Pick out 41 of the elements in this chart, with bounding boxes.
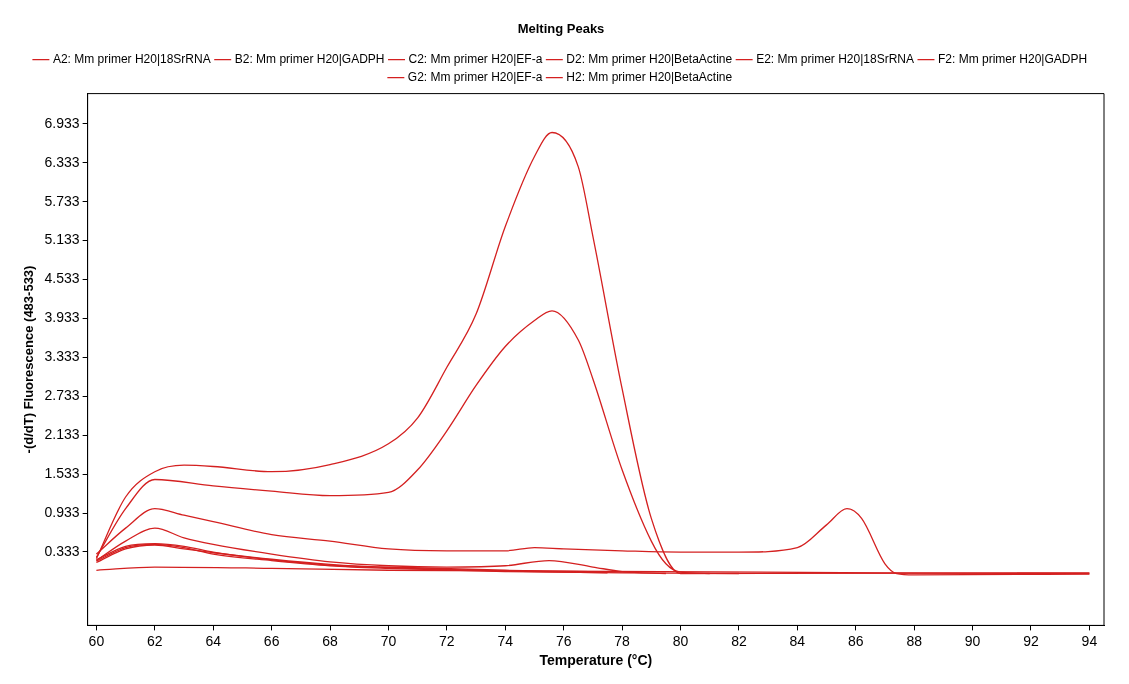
y-tick-label: 5.733 [44, 192, 80, 209]
legend-label: H2: Mm primer H20|BetaActine [566, 69, 733, 84]
x-tick-label: 86 [847, 632, 864, 649]
x-tick-label: 70 [380, 632, 397, 649]
x-axis-title: Temperature (°C) [539, 652, 653, 669]
y-tick-label: 2.733 [44, 387, 80, 404]
x-tick-label: 66 [263, 632, 280, 649]
x-tick-label: 64 [205, 632, 222, 649]
y-tick-label: 4.533 [44, 270, 80, 287]
x-tick-label: 92 [1023, 632, 1039, 649]
legend-label: A2: Mm primer H20|18SrRNA [52, 51, 211, 66]
x-tick-label: 94 [1081, 632, 1098, 649]
chart-title: Melting Peaks [517, 21, 605, 37]
x-tick-label: 88 [906, 632, 923, 649]
x-tick-label: 60 [88, 632, 105, 649]
y-tick-label: 0.333 [44, 542, 80, 559]
x-tick-label: 80 [672, 632, 689, 649]
x-tick-label: 82 [731, 632, 747, 649]
legend-label: C2: Mm primer H20|EF-a [408, 51, 543, 66]
x-tick-label: 84 [789, 632, 806, 649]
y-tick-label: 6.933 [44, 114, 80, 131]
legend-label: F2: Mm primer H20|GADPH [937, 51, 1088, 66]
legend-label: D2: Mm primer H20|BetaActine [566, 51, 733, 66]
y-tick-label: 5.133 [44, 231, 80, 248]
x-tick-label: 78 [614, 632, 631, 649]
legend-label: G2: Mm primer H20|EF-a [407, 69, 543, 84]
x-tick-label: 72 [439, 632, 455, 649]
y-tick-label: 3.933 [44, 309, 80, 326]
x-tick-label: 76 [555, 632, 572, 649]
y-tick-label: 3.333 [44, 348, 80, 365]
x-tick-label: 74 [497, 632, 514, 649]
y-tick-label: 0.933 [44, 503, 80, 520]
x-tick-label: 90 [964, 632, 981, 649]
x-tick-label: 62 [147, 632, 163, 649]
y-axis-title: -(d/dT) Fluorescence (483-533) [21, 265, 37, 454]
y-tick-label: 6.333 [44, 153, 80, 170]
legend-label: E2: Mm primer H20|18SrRNA [756, 51, 914, 66]
legend-label: B2: Mm primer H20|GADPH [234, 51, 385, 66]
y-tick-label: 2.133 [44, 426, 80, 443]
x-tick-label: 68 [322, 632, 339, 649]
y-tick-label: 1.533 [44, 464, 80, 481]
